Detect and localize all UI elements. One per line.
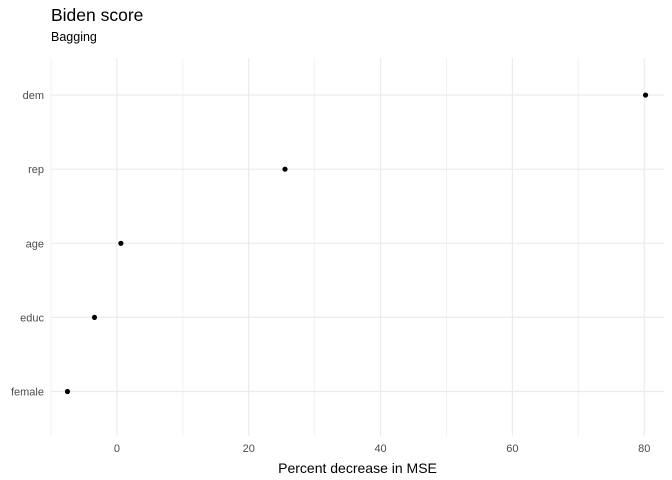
x-tick-label: 20 bbox=[243, 443, 255, 455]
y-axis-labels: dem rep age educ female bbox=[11, 90, 45, 398]
x-axis-title: Percent decrease in MSE bbox=[278, 460, 437, 476]
data-point-age bbox=[118, 240, 124, 246]
x-tick-label: 0 bbox=[114, 443, 120, 455]
x-tick-label: 60 bbox=[506, 443, 518, 455]
y-tick-label: dem bbox=[23, 90, 44, 102]
data-points bbox=[64, 92, 649, 395]
x-tick-label: 40 bbox=[374, 443, 386, 455]
data-point-dem bbox=[642, 92, 649, 98]
data-point-rep bbox=[282, 166, 288, 172]
y-tick-label: female bbox=[11, 387, 44, 399]
chart-subtitle: Bagging bbox=[51, 30, 97, 44]
chart-title: Biden score bbox=[51, 5, 144, 25]
y-tick-label: rep bbox=[28, 164, 44, 176]
x-axis-labels: 0 20 40 60 80 bbox=[114, 443, 650, 455]
x-tick-label: 80 bbox=[638, 443, 650, 455]
data-point-educ bbox=[91, 314, 98, 321]
gridlines bbox=[50, 58, 664, 436]
data-point-female bbox=[64, 388, 71, 395]
y-tick-label: educ bbox=[20, 312, 44, 324]
y-tick-label: age bbox=[26, 238, 44, 250]
